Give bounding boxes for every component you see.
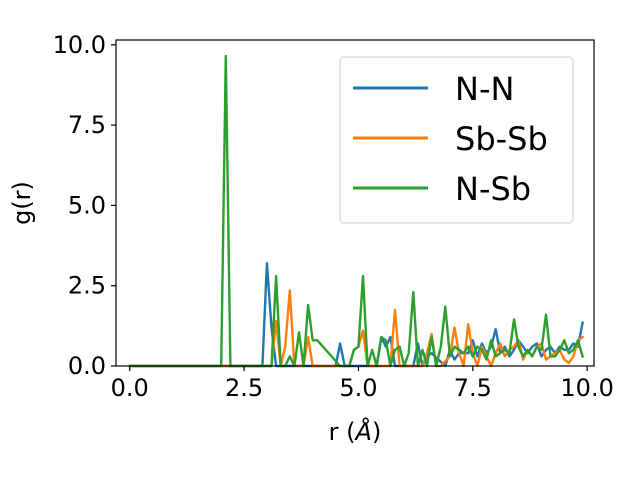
legend: N-N Sb-Sb N-Sb — [339, 56, 574, 224]
series-line-n-n — [128, 262, 585, 368]
axes-layer — [115, 39, 595, 367]
legend-box — [339, 56, 574, 224]
ticks-layer: 0.0 2.5 5.0 7.5 10.0 0.0 2.5 5.0 7.5 10.0 — [53, 31, 614, 402]
legend-label-n-n: N-N — [455, 70, 514, 108]
x-tick-label: 0.0 — [111, 374, 149, 402]
y-axis-label: g(r) — [8, 181, 36, 225]
y-tick-label: 10.0 — [53, 31, 106, 59]
x-tick-label: 5.0 — [339, 374, 377, 402]
y-tick-label: 5.0 — [68, 191, 106, 219]
y-tick-label: 0.0 — [68, 352, 106, 380]
legend-label-n-sb: N-Sb — [455, 170, 531, 208]
x-tick-label: 10.0 — [560, 374, 613, 402]
x-tick-label: 2.5 — [225, 374, 263, 402]
legend-label-sb-sb: Sb-Sb — [455, 120, 548, 158]
y-tick-label: 7.5 — [68, 111, 106, 139]
x-axis-label: r (Å) — [329, 417, 382, 446]
y-tick-label: 2.5 — [68, 272, 106, 300]
x-tick-label: 7.5 — [454, 374, 492, 402]
plot-frame — [115, 39, 595, 367]
